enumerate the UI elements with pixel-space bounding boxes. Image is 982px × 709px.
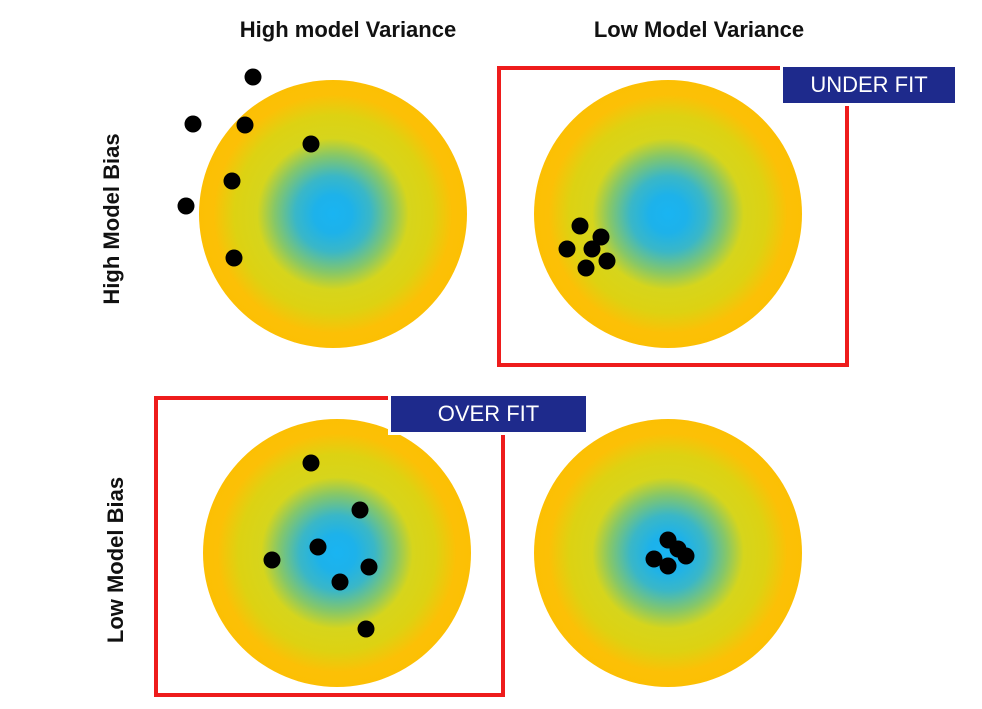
target-high-bias-low-variance: [534, 80, 802, 348]
shot-dot: [225, 249, 243, 267]
shot-dot: [302, 454, 320, 472]
under-fit-frame: [497, 66, 849, 367]
shot-dot: [659, 557, 677, 575]
shot-dot: [331, 573, 349, 591]
over-fit-label: OVER FIT: [388, 393, 589, 435]
shot-dot: [184, 115, 202, 133]
shot-dot: [360, 558, 378, 576]
shot-dot: [177, 197, 195, 215]
column-header-high-variance: High model Variance: [239, 17, 457, 42]
shot-dot: [351, 501, 369, 519]
shot-dot: [302, 135, 320, 153]
target-low-bias-low-variance: [534, 419, 802, 687]
row-header-high-bias: High Model Bias: [99, 133, 124, 305]
shot-dot: [583, 240, 601, 258]
shot-dot: [558, 240, 576, 258]
row-header-low-bias: Low Model Bias: [103, 476, 128, 644]
shot-dot: [223, 172, 241, 190]
shot-dot: [309, 538, 327, 556]
shot-dot: [645, 550, 663, 568]
shot-dot: [677, 547, 695, 565]
shot-dot: [244, 68, 262, 86]
shot-dot: [263, 551, 281, 569]
shot-dot: [571, 217, 589, 235]
over-fit-frame: [154, 396, 505, 697]
shot-dot: [598, 252, 616, 270]
column-header-low-variance: Low Model Variance: [593, 17, 805, 42]
shot-dot: [357, 620, 375, 638]
under-fit-label: UNDER FIT: [780, 64, 958, 106]
shot-dot: [577, 259, 595, 277]
target-low-bias-high-variance: [203, 419, 471, 687]
shot-dot: [236, 116, 254, 134]
